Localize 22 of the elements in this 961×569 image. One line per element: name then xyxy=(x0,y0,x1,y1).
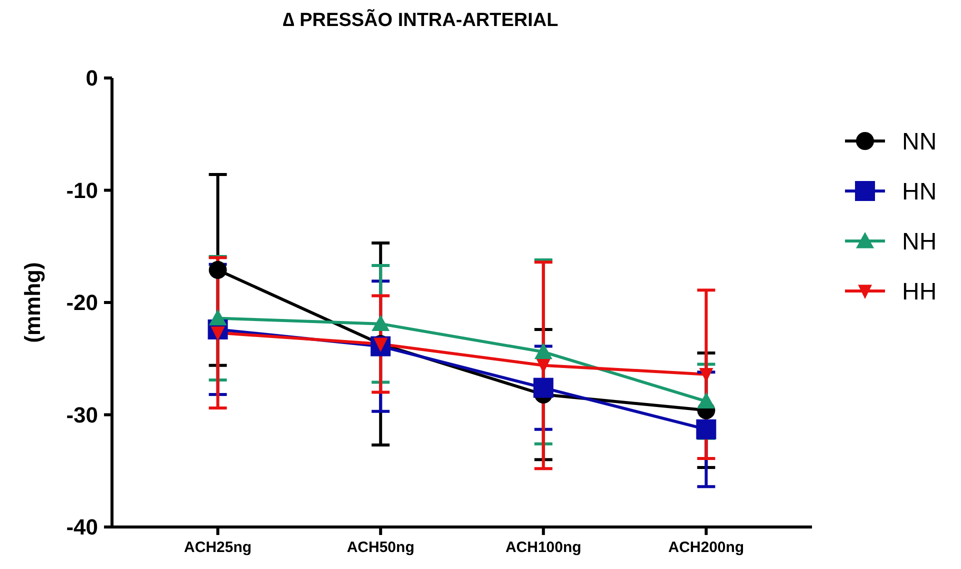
y-tick-label: -30 xyxy=(66,402,98,428)
chart-title: ∆ PRESSÃO INTRA-ARTERIAL xyxy=(282,9,559,31)
point xyxy=(372,314,390,332)
legend-label: HH xyxy=(902,278,937,306)
point xyxy=(696,419,716,440)
point xyxy=(534,342,552,360)
y-axis-title: (mmhg) xyxy=(20,262,45,343)
y-tick-label: -10 xyxy=(66,178,98,203)
point xyxy=(208,260,227,279)
y-tick-label: -40 xyxy=(66,514,98,540)
legend-label: NN xyxy=(902,128,937,156)
point xyxy=(697,392,716,408)
x-tick-label: ACH25ng xyxy=(184,539,252,556)
y-tick-label: 0 xyxy=(86,66,98,91)
legend-label: HN xyxy=(902,178,937,206)
point xyxy=(533,378,554,398)
legend-label: NH xyxy=(902,228,937,256)
x-tick-label: ACH50ng xyxy=(346,539,414,556)
x-tick-label: ACH200ng xyxy=(668,539,744,556)
point xyxy=(208,309,227,326)
x-tick-label: ACH100ng xyxy=(505,539,582,556)
y-tick-label: -20 xyxy=(66,290,98,316)
